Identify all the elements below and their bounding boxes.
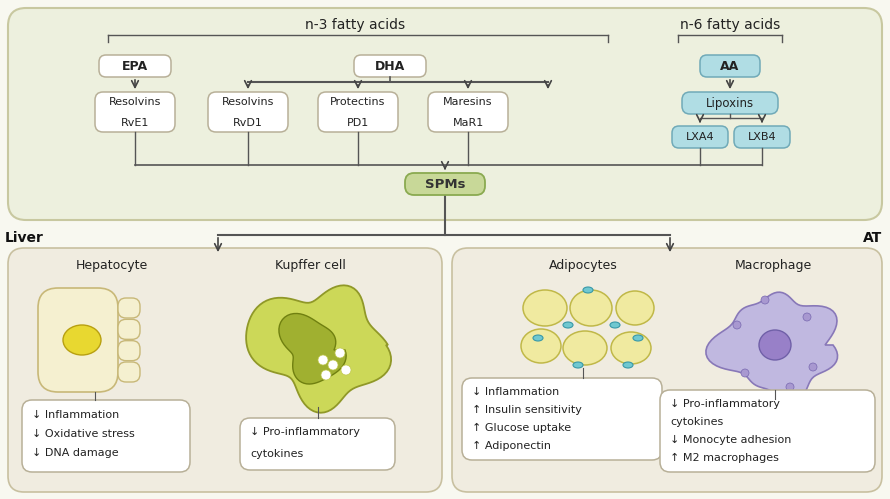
Ellipse shape [616,291,654,325]
Circle shape [328,360,338,370]
FancyBboxPatch shape [38,288,118,392]
Circle shape [761,296,769,304]
Circle shape [318,355,328,365]
Text: Maresins: Maresins [443,96,493,106]
FancyBboxPatch shape [99,55,171,77]
Polygon shape [279,313,346,384]
Circle shape [321,370,331,380]
Text: ↓ Monocyte adhesion: ↓ Monocyte adhesion [670,435,791,445]
Ellipse shape [759,330,791,360]
FancyBboxPatch shape [428,92,508,132]
Text: Adipocytes: Adipocytes [548,259,618,272]
Text: n-3 fatty acids: n-3 fatty acids [305,18,405,32]
Text: Resolvins: Resolvins [222,96,274,106]
Text: Lipoxins: Lipoxins [706,96,754,109]
FancyBboxPatch shape [95,92,175,132]
Text: ↓ DNA damage: ↓ DNA damage [32,448,118,458]
Text: MaR1: MaR1 [452,117,483,128]
FancyBboxPatch shape [682,92,778,114]
Circle shape [733,321,741,329]
Text: ↓ Pro-inflammatory: ↓ Pro-inflammatory [670,399,780,409]
Text: ↑ Adiponectin: ↑ Adiponectin [472,441,551,451]
FancyBboxPatch shape [700,55,760,77]
FancyBboxPatch shape [118,298,140,318]
Text: ↓ Oxidative stress: ↓ Oxidative stress [32,429,134,439]
Text: RvE1: RvE1 [121,117,150,128]
Text: Protectins: Protectins [330,96,385,106]
Polygon shape [706,292,837,401]
FancyBboxPatch shape [22,400,190,472]
FancyBboxPatch shape [8,8,882,220]
FancyBboxPatch shape [354,55,426,77]
Circle shape [786,383,794,391]
Ellipse shape [623,362,633,368]
Text: Macrophage: Macrophage [734,259,812,272]
FancyBboxPatch shape [462,378,662,460]
Text: EPA: EPA [122,59,148,72]
Text: ↑ Glucose uptake: ↑ Glucose uptake [472,423,571,433]
Text: SPMs: SPMs [425,178,465,191]
FancyBboxPatch shape [405,173,485,195]
Ellipse shape [63,325,101,355]
FancyBboxPatch shape [118,319,140,339]
Text: ↓ Inflammation: ↓ Inflammation [472,387,559,397]
Text: ↑ Insulin sensitivity: ↑ Insulin sensitivity [472,405,582,415]
Text: Kupffer cell: Kupffer cell [274,259,345,272]
FancyBboxPatch shape [734,126,790,148]
Text: AT: AT [862,231,882,245]
Circle shape [803,313,811,321]
FancyBboxPatch shape [452,248,882,492]
Polygon shape [247,285,391,413]
FancyBboxPatch shape [118,341,140,361]
Ellipse shape [633,335,643,341]
Ellipse shape [523,290,567,326]
Text: ↑ M2 macrophages: ↑ M2 macrophages [670,453,779,463]
Ellipse shape [573,362,583,368]
Text: cytokines: cytokines [670,417,724,427]
FancyBboxPatch shape [8,248,442,492]
FancyBboxPatch shape [240,418,395,470]
Circle shape [809,363,817,371]
Ellipse shape [563,322,573,328]
Text: ↓ Pro-inflammatory: ↓ Pro-inflammatory [250,427,360,437]
Text: DHA: DHA [375,59,405,72]
Text: AA: AA [720,59,740,72]
Circle shape [341,365,351,375]
Ellipse shape [570,290,612,326]
Ellipse shape [533,335,543,341]
Ellipse shape [521,329,561,363]
FancyBboxPatch shape [208,92,288,132]
FancyBboxPatch shape [118,362,140,382]
Text: Hepatocyte: Hepatocyte [76,259,148,272]
Ellipse shape [610,322,620,328]
Circle shape [335,348,345,358]
Text: ↓ Inflammation: ↓ Inflammation [32,410,119,420]
Ellipse shape [563,331,607,365]
Text: LXA4: LXA4 [685,132,715,142]
Circle shape [741,369,749,377]
Ellipse shape [583,287,593,293]
Text: Liver: Liver [5,231,44,245]
FancyBboxPatch shape [660,390,875,472]
Text: LXB4: LXB4 [748,132,776,142]
Text: PD1: PD1 [347,117,369,128]
FancyBboxPatch shape [672,126,728,148]
Text: RvD1: RvD1 [233,117,263,128]
Text: Resolvins: Resolvins [109,96,161,106]
FancyBboxPatch shape [318,92,398,132]
Text: n-6 fatty acids: n-6 fatty acids [680,18,781,32]
Ellipse shape [611,332,651,364]
Text: cytokines: cytokines [250,449,303,459]
